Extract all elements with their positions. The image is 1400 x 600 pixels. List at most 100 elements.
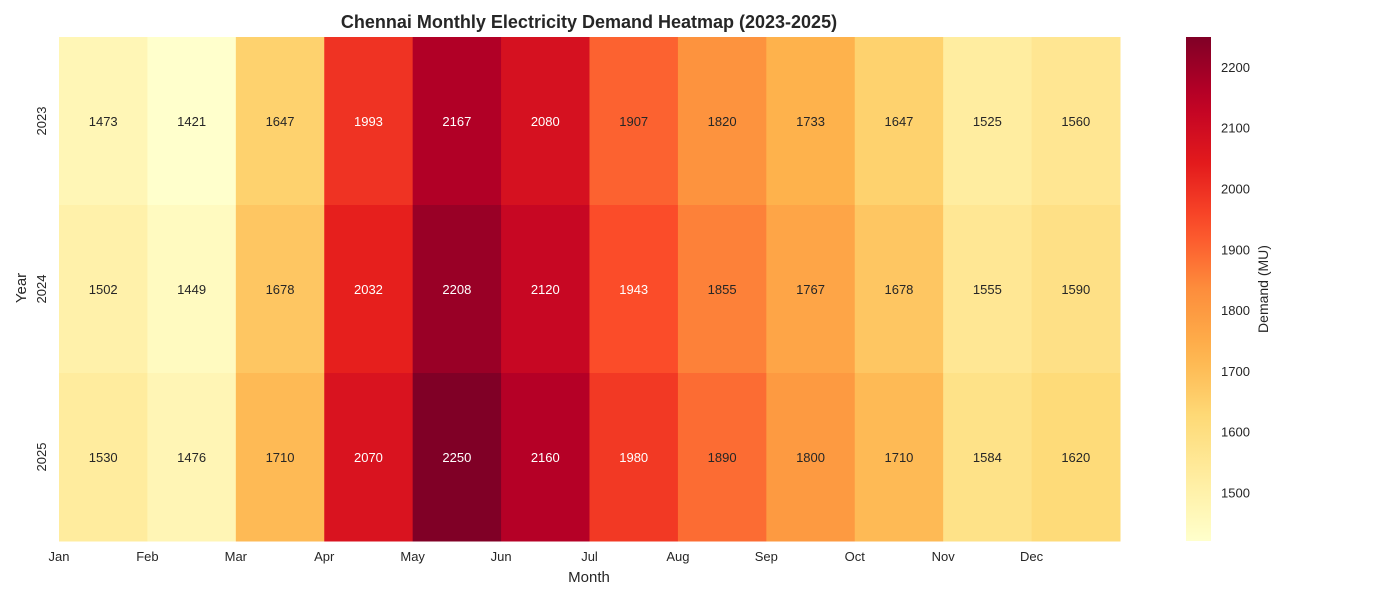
heatmap-cell — [147, 205, 237, 374]
heatmap-cell — [943, 37, 1033, 206]
cell-value-label: 1555 — [973, 282, 1002, 297]
x-tick-label: Feb — [136, 549, 158, 564]
colorbar-tick-label: 1800 — [1221, 303, 1250, 318]
x-tick-label: Jan — [49, 549, 70, 564]
heatmap-cell — [235, 373, 325, 542]
heatmap-cell — [147, 37, 237, 206]
heatmap-cell — [589, 205, 679, 374]
heatmap-cell — [412, 205, 502, 374]
heatmap-cell — [59, 205, 148, 374]
chart-title: Chennai Monthly Electricity Demand Heatm… — [341, 12, 837, 32]
heatmap-cell — [501, 205, 590, 374]
heatmap-cell — [1031, 37, 1121, 206]
x-tick-label: Aug — [666, 549, 689, 564]
heatmap-cell — [324, 205, 414, 374]
heatmap-cell — [766, 373, 856, 542]
y-tick-label: 2025 — [34, 443, 49, 472]
heatmap-cell — [59, 37, 148, 206]
colorbar-tick-label: 1700 — [1221, 364, 1250, 379]
x-tick-labels: Jan Feb Mar Apr May Jun Jul Aug Sep Oct Nov Dec — [49, 549, 1044, 564]
cell-value-label: 1476 — [177, 450, 206, 465]
cell-value-label: 1590 — [1061, 282, 1090, 297]
colorbar-tick-label: 1900 — [1221, 242, 1250, 257]
heatmap-cell — [677, 205, 767, 374]
cell-value-label: 1678 — [884, 282, 913, 297]
x-tick-label: Apr — [314, 549, 335, 564]
heatmap-cell — [412, 37, 502, 206]
heatmap-cell — [589, 37, 679, 206]
cell-value-label: 1855 — [708, 282, 737, 297]
x-tick-label: Mar — [225, 549, 248, 564]
x-tick-label: Jun — [491, 549, 512, 564]
cell-value-label: 1421 — [177, 114, 206, 129]
colorbar-tick-label: 2000 — [1221, 181, 1250, 196]
heatmap-cell — [235, 37, 325, 206]
heatmap-cell — [766, 205, 856, 374]
heatmap-cell — [589, 373, 679, 542]
heatmap-cell — [501, 37, 590, 206]
heatmap-cell — [1031, 205, 1121, 374]
cell-value-label: 2160 — [531, 450, 560, 465]
colorbar-tick-label: 2200 — [1221, 60, 1250, 75]
cell-value-label: 1647 — [884, 114, 913, 129]
cell-value-label: 1678 — [266, 282, 295, 297]
y-tick-label: 2024 — [34, 275, 49, 304]
colorbar-ticks: 1500 1600 1700 1800 1900 2000 2100 2200 — [1221, 60, 1250, 501]
cell-value-label: 1502 — [89, 282, 118, 297]
colorbar-label: Demand (MU) — [1255, 245, 1271, 333]
cell-value-label: 2250 — [442, 450, 471, 465]
cell-value-label: 2120 — [531, 282, 560, 297]
cell-value-label: 1525 — [973, 114, 1002, 129]
colorbar-tick-label: 1600 — [1221, 425, 1250, 440]
cell-value-label: 1820 — [708, 114, 737, 129]
heatmap-cells: 1473 1421 1647 1993 2167 2080 1907 1820 1733 1647… — [59, 37, 1121, 542]
cell-value-label: 1733 — [796, 114, 825, 129]
x-tick-label: Dec — [1020, 549, 1044, 564]
cell-value-label: 1943 — [619, 282, 648, 297]
cell-value-label: 2208 — [442, 282, 471, 297]
x-tick-label: Oct — [845, 549, 866, 564]
colorbar-tick-label: 2100 — [1221, 121, 1250, 136]
cell-value-label: 2080 — [531, 114, 560, 129]
cell-value-label: 2167 — [442, 114, 471, 129]
cell-value-label: 1980 — [619, 450, 648, 465]
heatmap-cell — [766, 37, 856, 206]
cell-value-label: 1620 — [1061, 450, 1090, 465]
cell-value-label: 1907 — [619, 114, 648, 129]
heatmap-cell — [677, 373, 767, 542]
cell-value-label: 1710 — [266, 450, 295, 465]
cell-value-label: 1890 — [708, 450, 737, 465]
y-tick-label: 2023 — [34, 107, 49, 136]
colorbar — [1186, 37, 1211, 541]
cell-value-label: 1530 — [89, 450, 118, 465]
x-axis-label: Month — [568, 569, 610, 586]
heatmap-cell — [854, 37, 944, 206]
y-axis-label: Year — [13, 273, 30, 303]
cell-value-label: 1767 — [796, 282, 825, 297]
colorbar-tick-label: 1500 — [1221, 485, 1250, 500]
cell-value-label: 1449 — [177, 282, 206, 297]
heatmap-cell — [324, 373, 414, 542]
heatmap-cell — [943, 205, 1033, 374]
x-tick-label: Jul — [581, 549, 598, 564]
cell-value-label: 1993 — [354, 114, 383, 129]
cell-value-label: 1584 — [973, 450, 1002, 465]
x-tick-label: May — [400, 549, 425, 564]
heatmap-cell — [235, 205, 325, 374]
heatmap-cell — [412, 373, 502, 542]
y-tick-labels: 2023 2024 2025 — [34, 107, 49, 472]
heatmap-cell — [854, 373, 944, 542]
cell-value-label: 1800 — [796, 450, 825, 465]
heatmap-cell — [854, 205, 944, 374]
cell-value-label: 1710 — [884, 450, 913, 465]
heatmap-cell — [1031, 373, 1121, 542]
x-tick-label: Sep — [755, 549, 778, 564]
heatmap-cell — [943, 373, 1033, 542]
heatmap-cell — [324, 37, 414, 206]
heatmap-cell — [59, 373, 148, 542]
cell-value-label: 2070 — [354, 450, 383, 465]
x-tick-label: Nov — [932, 549, 956, 564]
heatmap-cell — [501, 373, 590, 542]
cell-value-label: 1473 — [89, 114, 118, 129]
